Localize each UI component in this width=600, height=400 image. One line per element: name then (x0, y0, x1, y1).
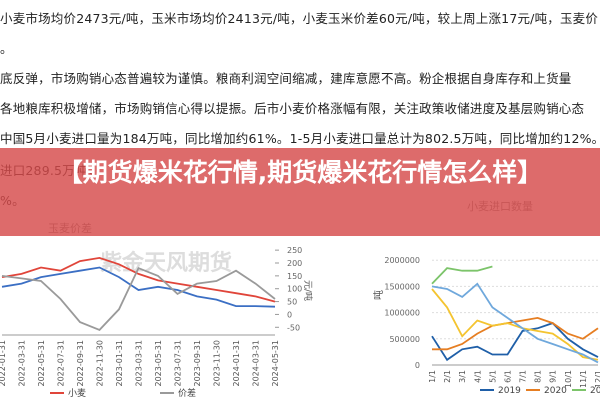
x-tick-label: 7/1 (519, 370, 528, 383)
y2-axis-label: 元/吨 (302, 280, 314, 301)
y-tick-label: 1000000 (384, 309, 420, 318)
banner-title: 【期货爆米花行情,期货爆米花行情怎么样】 (57, 158, 543, 187)
x-tick-label: 2022-11-30 (96, 340, 105, 387)
x-tick-label: 2022-03-31 (18, 340, 27, 387)
x-tick-label: 12/1 (594, 370, 600, 388)
x-tick-label: 6/1 (503, 370, 512, 383)
x-tick-label: 2023-05-31 (154, 340, 163, 387)
y2-tick-label: 100 (287, 285, 302, 294)
series-line (431, 265, 493, 285)
legend-label: 2021 (590, 386, 600, 396)
x-tick-label: 4/1 (473, 370, 482, 383)
x-tick-label: 2023-11-30 (213, 340, 222, 387)
x-tick-label: 3/1 (458, 370, 467, 383)
legend-label: 价差 (178, 387, 196, 399)
x-tick-label: 2022-01-31 (0, 340, 7, 387)
text-line: 各地粮库积极增储，市场购销信心得以提振。后市小麦价格涨幅有限，关注政策收储进度及… (0, 101, 585, 116)
series-line (431, 322, 599, 362)
y-tick-label: 0 (415, 361, 420, 370)
text-line: 中国5月小麦进口量为184万吨，同比增加约61%。1-5月小麦进口量总计为802… (0, 131, 600, 146)
y2-tick-label: 250 (287, 246, 302, 255)
x-tick-label: 2022-09-31 (76, 340, 85, 387)
x-tick-label: 2/1 (443, 370, 452, 383)
x-tick-label: 2022-05-31 (37, 340, 46, 387)
y-tick-label: 500000 (389, 335, 420, 344)
series-line (1, 266, 276, 331)
x-tick-label: 2022-07-31 (57, 340, 66, 387)
x-tick-label: 8/1 (534, 370, 543, 383)
legend-label: 2019 (498, 386, 521, 396)
x-tick-label: 2023-01-31 (115, 340, 124, 387)
x-tick-label: 1/1 (428, 370, 437, 383)
y2-tick-label: 50 (287, 298, 297, 307)
y-tick-label: 2000000 (384, 256, 420, 265)
y2-tick-label: 150 (287, 272, 302, 281)
series-line (1, 256, 276, 303)
series-line (432, 316, 599, 351)
x-tick-label: 2024-03-31 (252, 340, 261, 387)
text-line: 小麦市场均价2473元/吨，玉米市场均价2413元/吨，小麦玉米价差60元/吨，… (0, 11, 599, 26)
y2-tick-label: -50 (287, 323, 300, 332)
series-line (1, 266, 276, 308)
y-axis-label: 吨 (372, 290, 385, 300)
text-line: 。 (0, 41, 13, 56)
x-tick-label: 10/1 (564, 370, 573, 388)
x-tick-label: 2023-07-31 (174, 340, 183, 387)
x-tick-label: 2024-05-31 (271, 340, 280, 387)
x-tick-label: 11/1 (579, 370, 588, 388)
legend-label: 2020 (544, 386, 567, 396)
series-line (431, 282, 599, 364)
text-line: 底反弹，市场购销心态普遍较为谨慎。粮商利润空间缩减，建库意愿不高。粉企根据自身库… (0, 71, 572, 86)
legend-label: 小麦 (68, 387, 86, 399)
x-tick-label: 2024-01-31 (232, 340, 241, 387)
x-tick-label: 2023-03-31 (135, 340, 144, 387)
x-tick-label: 9/1 (549, 370, 558, 383)
x-tick-label: 2023-09-31 (193, 340, 202, 387)
title-banner: 【期货爆米花行情,期货爆米花行情怎么样】 (0, 148, 600, 236)
y-tick-label: 1500000 (384, 282, 420, 291)
watermark: 紫金天风期货 (100, 250, 232, 276)
y2-tick-label: 200 (287, 259, 302, 268)
series-line (431, 288, 599, 361)
x-tick-label: 5/1 (488, 370, 497, 383)
y2-tick-label: 0 (287, 310, 292, 319)
